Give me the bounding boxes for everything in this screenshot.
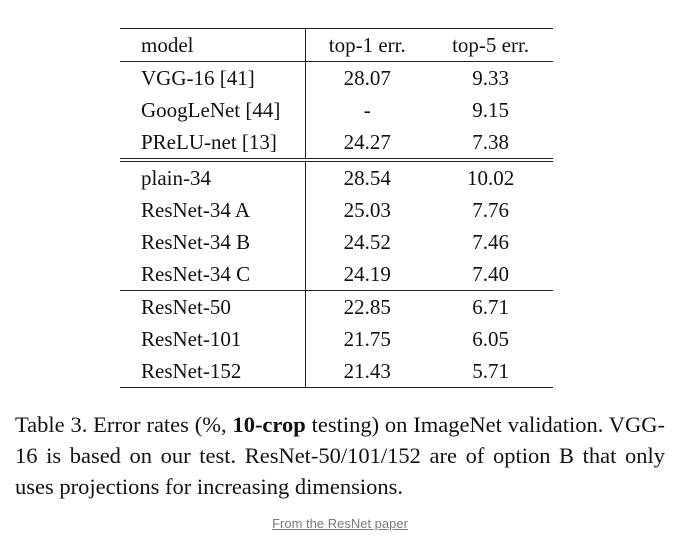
table-row: GoogLeNet [44] - 9.15: [120, 94, 553, 126]
caption-bold-term: 10-crop: [232, 412, 306, 437]
source-link[interactable]: From the ResNet paper: [272, 516, 408, 531]
cell-top1-best: 21.43: [305, 355, 429, 388]
cell-top1: 28.07: [305, 61, 429, 94]
cell-top5: 9.15: [472, 97, 509, 122]
table-row: ResNet-50 22.85 6.71: [120, 290, 553, 323]
cell-top5-best: 5.71: [428, 355, 553, 388]
table-row: ResNet-34 C 24.19 7.40: [120, 258, 553, 291]
table-row: ResNet-34 A 25.03 7.76: [120, 194, 553, 226]
caption-text-start: Table 3. Error rates (%,: [15, 412, 233, 437]
cell-model: ResNet-50: [120, 290, 306, 323]
cell-model: PReLU-net [13]: [141, 129, 277, 154]
header-model: model: [120, 28, 306, 62]
table-row: VGG-16 [41] 28.07 9.33: [120, 61, 553, 94]
cell-model: ResNet-152: [120, 355, 306, 388]
cell-top5: 7.38: [472, 129, 509, 154]
table-caption: Table 3. Error rates (%, 10-crop testing…: [15, 409, 665, 502]
cell-model: GoogLeNet [44]: [141, 97, 281, 122]
cell-model: ResNet-101: [141, 326, 242, 351]
table-row: PReLU-net [13] 24.27 7.38: [120, 126, 553, 160]
cell-top5: 7.76: [472, 197, 509, 222]
cell-model: plain-34: [120, 158, 306, 194]
cell-top1: 24.52: [305, 226, 429, 258]
results-table: model top-1 err. top-5 err. VGG-16 [41] …: [120, 28, 553, 388]
cell-top5: 6.05: [472, 326, 509, 351]
cell-model: ResNet-34 C: [141, 261, 251, 286]
cell-top1: 25.03: [305, 194, 429, 226]
table-row: ResNet-101 21.75 6.05: [120, 323, 553, 355]
cell-top1: 24.19: [305, 258, 429, 291]
table-row: plain-34 28.54 10.02: [120, 158, 553, 194]
table-row: ResNet-152 21.43 5.71: [120, 355, 553, 388]
caption-text-end: testing) on ImageNet validation. VGG-16 …: [15, 412, 665, 499]
cell-top1: 21.75: [305, 323, 429, 355]
cell-top5: 10.02: [428, 158, 553, 194]
cell-top5: 6.71: [428, 290, 553, 323]
cell-model: ResNet-34 B: [141, 229, 251, 254]
table-row: ResNet-34 B 24.52 7.46: [120, 226, 553, 258]
cell-top1: -: [305, 94, 429, 126]
cell-top1: 24.27: [305, 126, 429, 160]
cell-top5: 7.40: [472, 261, 509, 286]
header-top5: top-5 err.: [428, 28, 553, 62]
cell-model: VGG-16 [41]: [141, 65, 255, 90]
cell-top1: 28.54: [305, 158, 429, 194]
results-table-container: model top-1 err. top-5 err. VGG-16 [41] …: [120, 28, 553, 388]
table-header-row: model top-1 err. top-5 err.: [120, 28, 553, 62]
cell-top5: 9.33: [472, 65, 509, 90]
cell-top1: 22.85: [305, 290, 429, 323]
header-top1: top-1 err.: [305, 28, 429, 62]
cell-top5: 7.46: [472, 229, 509, 254]
cell-model: ResNet-34 A: [141, 197, 251, 222]
